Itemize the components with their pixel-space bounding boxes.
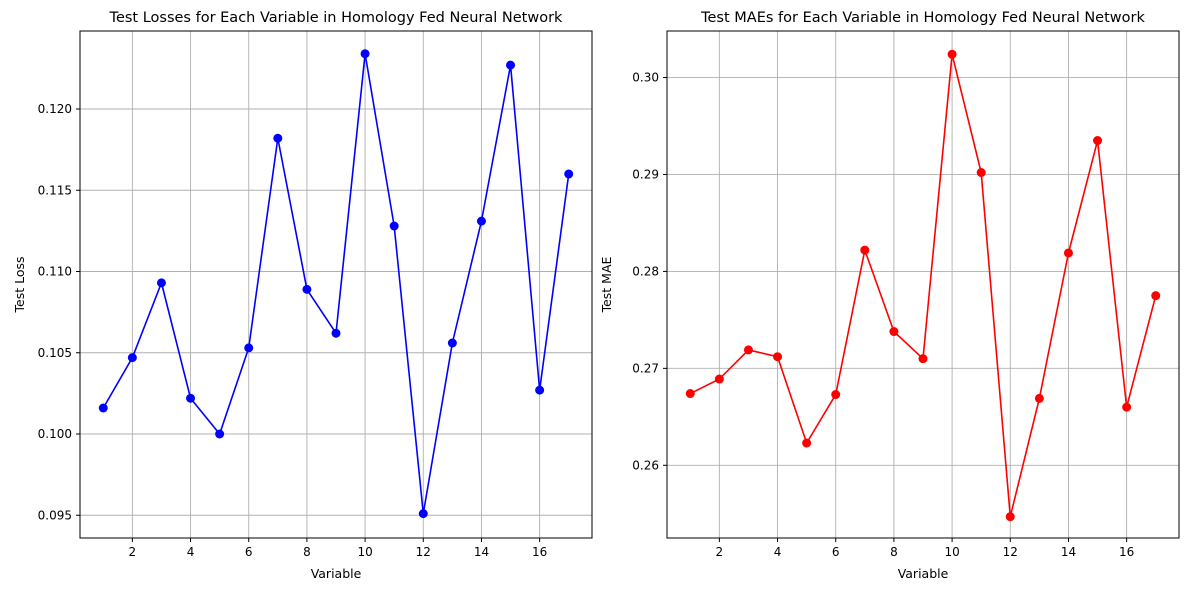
data-point xyxy=(564,169,574,179)
series-line xyxy=(689,54,1157,517)
data-point xyxy=(743,345,753,355)
data-point xyxy=(802,438,812,448)
x-tick-label: 4 xyxy=(187,545,195,559)
y-axis-label: Test MAE xyxy=(599,256,614,313)
data-point xyxy=(947,49,957,59)
data-point xyxy=(156,278,166,288)
data-point xyxy=(447,338,457,348)
data-point xyxy=(98,403,108,413)
data-point xyxy=(1151,291,1161,301)
data-point xyxy=(331,328,341,338)
x-tick-label: 14 xyxy=(1061,545,1076,559)
data-point xyxy=(976,168,986,178)
x-tick-label: 6 xyxy=(832,545,840,559)
data-point xyxy=(685,389,695,399)
chart-title: Test MAEs for Each Variable in Homology … xyxy=(700,10,1145,26)
x-tick-label: 8 xyxy=(890,545,898,559)
data-point xyxy=(506,60,516,70)
y-tick-label: 0.29 xyxy=(632,167,659,181)
data-point xyxy=(476,216,486,226)
y-tick-label: 0.120 xyxy=(38,102,72,116)
x-tick-label: 10 xyxy=(944,545,959,559)
x-tick-label: 2 xyxy=(716,545,724,559)
data-point xyxy=(302,284,312,294)
y-tick-label: 0.26 xyxy=(632,458,659,472)
left-chart-panel: Variable Test Loss 2 4 6 8 10 12 14 16 0.095 0.10… xyxy=(12,10,593,581)
y-tick-label: 0.27 xyxy=(632,361,659,375)
axes-frame xyxy=(79,30,593,539)
x-tick-label: 10 xyxy=(357,545,372,559)
data-point xyxy=(535,385,545,395)
data-point xyxy=(860,245,870,255)
data-point xyxy=(1005,512,1015,522)
y-axis-label: Test Loss xyxy=(12,256,27,313)
data-point xyxy=(186,393,196,403)
data-point xyxy=(273,133,283,143)
x-tick-label: 12 xyxy=(1003,545,1018,559)
x-tick-label: 16 xyxy=(1119,545,1134,559)
data-point xyxy=(360,49,370,59)
y-tick-label: 0.110 xyxy=(38,265,72,279)
data-point xyxy=(1093,136,1103,146)
x-axis-label: Variable xyxy=(311,566,362,581)
data-point xyxy=(714,374,724,384)
axes-frame xyxy=(666,30,1180,539)
x-tick-label: 12 xyxy=(416,545,431,559)
x-tick-label: 2 xyxy=(129,545,137,559)
data-point xyxy=(244,343,254,353)
data-point xyxy=(918,354,928,364)
x-tick-label: 4 xyxy=(774,545,782,559)
data-point xyxy=(1122,402,1132,412)
data-point xyxy=(418,509,428,519)
right-chart-panel: Variable Test MAE 2 4 6 8 10 12 14 16 0.26 0.27 0.… xyxy=(599,10,1180,581)
data-point xyxy=(831,390,841,400)
y-tick-label: 0.115 xyxy=(38,183,72,197)
data-point xyxy=(773,352,783,362)
series-line xyxy=(102,53,570,514)
y-tick-label: 0.105 xyxy=(38,346,72,360)
y-tick-label: 0.095 xyxy=(38,508,72,522)
x-tick-label: 16 xyxy=(532,545,547,559)
x-tick-label: 14 xyxy=(474,545,489,559)
data-point xyxy=(215,429,225,439)
y-tick-label: 0.28 xyxy=(632,264,659,278)
data-point xyxy=(889,327,899,337)
data-point xyxy=(127,353,137,363)
y-tick-label: 0.100 xyxy=(38,427,72,441)
x-tick-label: 6 xyxy=(245,545,253,559)
data-point xyxy=(389,221,399,231)
data-point xyxy=(1034,393,1044,403)
chart-title: Test Losses for Each Variable in Homolog… xyxy=(109,10,563,26)
y-tick-label: 0.30 xyxy=(632,71,659,85)
x-tick-label: 8 xyxy=(303,545,311,559)
x-axis-label: Variable xyxy=(898,566,949,581)
data-point xyxy=(1063,248,1073,258)
